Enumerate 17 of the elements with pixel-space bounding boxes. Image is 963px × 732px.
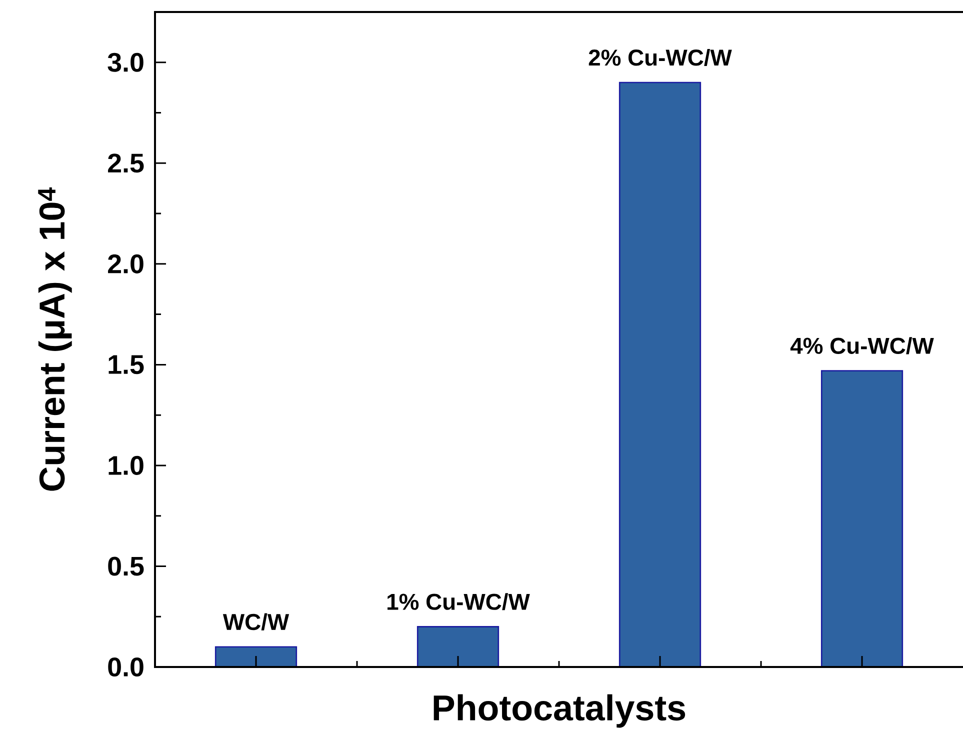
x-tick-label: 1% Cu-WC/W — [388, 593, 530, 610]
y-tick-label: 2.0 — [108, 254, 144, 274]
bar — [214, 646, 298, 668]
bar — [820, 370, 904, 668]
x-tick-label: 2% Cu-WC/W — [588, 48, 732, 66]
x-tick-label: WC/W — [222, 613, 290, 630]
y-axis-title: Current (μA) x 10$^{4}$ — [38, 187, 72, 491]
x-axis-title: Photocatalysts — [434, 694, 686, 728]
y-tick-label: 2.5 — [108, 154, 144, 173]
y-tick-label: 3.0 — [108, 52, 144, 72]
y-tick-label: 1.5 — [108, 355, 144, 374]
y-tick-label: 1.0 — [108, 456, 144, 475]
bar — [416, 626, 500, 668]
bar — [618, 82, 702, 668]
y-tick-label: 0.5 — [108, 556, 144, 576]
y-tick-label: 0.0 — [108, 657, 144, 677]
x-tick-label: 4% Cu-WC/W — [790, 337, 934, 354]
